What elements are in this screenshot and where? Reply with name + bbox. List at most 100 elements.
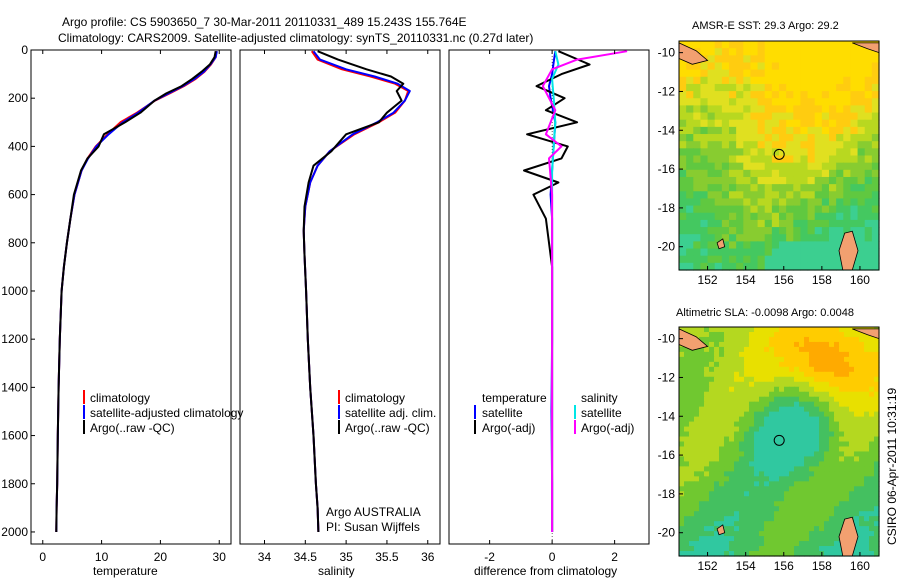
heatmap-cell xyxy=(721,176,730,185)
heatmap-cell xyxy=(694,541,700,547)
heatmap-cell xyxy=(854,341,860,348)
heatmap-cell xyxy=(743,219,752,228)
heatmap-cell xyxy=(744,331,750,338)
heatmap-cell xyxy=(839,516,845,522)
heatmap-cell xyxy=(729,451,735,458)
heatmap-cell xyxy=(784,481,790,487)
heatmap-cell xyxy=(707,219,716,228)
heatmap-cell xyxy=(786,105,794,114)
heatmap-cell xyxy=(707,212,716,221)
heatmap-cell xyxy=(774,341,780,348)
heatmap-cell xyxy=(759,391,765,398)
heatmap-cell xyxy=(689,496,695,502)
heatmap-cell xyxy=(819,541,825,547)
heatmap-cell xyxy=(764,227,773,235)
heatmap-cell xyxy=(859,521,865,527)
heatmap-cell xyxy=(694,411,700,418)
heatmap-cell xyxy=(839,341,845,348)
heatmap-cell xyxy=(679,248,687,257)
panel-difference: -2 0 2 difference from climatology tempera… xyxy=(448,49,650,578)
heatmap-cell xyxy=(719,456,725,463)
heatmap-cell xyxy=(721,169,730,178)
heatmap-cell xyxy=(843,198,852,207)
heatmap-cell xyxy=(729,331,735,338)
y-tick-label: 1200 xyxy=(1,332,28,346)
heatmap-cell xyxy=(869,426,875,433)
heatmap-cell xyxy=(700,262,709,271)
heatmap-cell xyxy=(729,105,737,114)
heatmap-cell xyxy=(800,148,809,157)
heatmap-cell xyxy=(764,406,770,413)
heatmap-cell xyxy=(714,466,720,472)
heatmap-cell xyxy=(794,361,800,368)
heatmap-cell xyxy=(824,526,830,532)
heatmap-cell xyxy=(759,426,765,433)
heatmap-cell xyxy=(714,401,720,408)
heatmap-cell xyxy=(699,361,705,368)
heatmap-cell xyxy=(864,386,870,393)
heatmap-cell xyxy=(784,486,790,492)
heatmap-cell xyxy=(799,451,805,458)
heatmap-cell xyxy=(771,91,780,99)
heatmap-cell xyxy=(789,381,795,388)
heatmap-cell xyxy=(844,461,850,467)
heatmap-cell xyxy=(679,361,685,368)
heatmap-cell xyxy=(779,162,787,171)
heatmap-cell xyxy=(807,134,816,142)
heatmap-cell xyxy=(714,531,720,537)
heatmap-cell xyxy=(694,431,700,438)
heatmap-cell xyxy=(793,41,802,49)
heatmap-cell xyxy=(704,506,710,512)
heatmap-cell xyxy=(849,376,855,383)
heatmap-cell xyxy=(857,62,866,71)
heatmap-cell xyxy=(744,536,750,542)
heatmap-cell xyxy=(734,396,740,403)
heatmap-cell xyxy=(729,76,737,85)
heatmap-cell xyxy=(869,376,875,383)
salinity-axes-frame xyxy=(239,49,441,545)
heatmap-cell xyxy=(819,526,825,532)
heatmap-cell xyxy=(764,83,773,92)
heatmap-cell xyxy=(754,386,760,393)
heatmap-cell xyxy=(786,162,794,171)
heatmap-cell xyxy=(814,516,820,522)
heatmap-cell xyxy=(779,451,785,458)
heatmap-cell xyxy=(794,341,800,348)
heatmap-cell xyxy=(844,481,850,487)
heatmap-cell xyxy=(709,481,715,487)
heatmap-cell xyxy=(793,105,802,114)
heatmap-cell xyxy=(744,531,750,537)
heatmap-cell xyxy=(874,531,880,537)
heatmap-cell xyxy=(754,366,760,373)
heatmap-cell xyxy=(729,491,735,497)
heatmap-cell xyxy=(736,55,744,64)
heatmap-cell xyxy=(686,212,694,221)
heatmap-cell xyxy=(721,112,730,121)
map-x-tick-label: 158 xyxy=(812,559,832,573)
heatmap-cell xyxy=(719,476,725,482)
heatmap-cell xyxy=(707,155,716,164)
heatmap-cell xyxy=(786,134,794,142)
heatmap-cell xyxy=(689,361,695,368)
heatmap-cell xyxy=(786,176,794,185)
heatmap-cell xyxy=(814,406,820,413)
heatmap-cell xyxy=(709,371,715,378)
heatmap-cell xyxy=(824,336,830,343)
heatmap-cell xyxy=(854,396,860,403)
heatmap-cell xyxy=(699,491,705,497)
heatmap-cell xyxy=(689,451,695,458)
heatmap-cell xyxy=(786,155,794,164)
heatmap-cell xyxy=(829,255,837,264)
heatmap-cell xyxy=(774,456,780,463)
heatmap-cell xyxy=(859,421,865,428)
heatmap-cell xyxy=(759,421,765,428)
heatmap-cell xyxy=(714,381,720,388)
heatmap-cell xyxy=(739,536,745,542)
heatmap-cell xyxy=(771,98,780,107)
heatmap-cell xyxy=(757,119,766,128)
heatmap-cell xyxy=(869,516,875,522)
heatmap-cell xyxy=(679,62,687,71)
heatmap-cell xyxy=(807,262,816,271)
heatmap-cell xyxy=(714,386,720,393)
heatmap-cell xyxy=(734,391,740,398)
